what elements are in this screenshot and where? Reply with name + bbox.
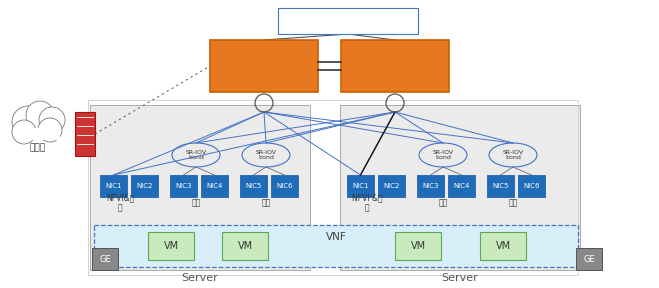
FancyBboxPatch shape [487,175,514,197]
Text: NIC2: NIC2 [384,183,400,189]
Circle shape [12,120,36,144]
Text: Server: Server [182,273,218,283]
Text: NIC5: NIC5 [492,183,509,189]
Text: VM: VM [237,241,252,251]
FancyBboxPatch shape [378,175,405,197]
FancyBboxPatch shape [395,232,441,260]
Text: SR-IOV
bond: SR-IOV bond [432,149,453,160]
Circle shape [26,101,54,129]
Circle shape [39,107,65,133]
Text: NIC4: NIC4 [453,183,470,189]
Text: MEC路由器2: MEC路由器2 [364,60,426,73]
Text: DC-GW/Spine/Leaf合一: DC-GW/Spine/Leaf合一 [301,16,395,26]
Text: NFVI &存
储: NFVI &存 储 [352,193,382,213]
FancyBboxPatch shape [92,248,118,270]
Text: VM: VM [496,241,511,251]
FancyBboxPatch shape [100,175,127,197]
FancyBboxPatch shape [170,175,197,197]
Text: VM: VM [163,241,179,251]
Text: NIC6: NIC6 [523,183,540,189]
FancyBboxPatch shape [131,175,158,197]
Text: VM: VM [411,241,426,251]
FancyBboxPatch shape [576,248,602,270]
FancyBboxPatch shape [271,175,298,197]
Circle shape [12,106,44,138]
FancyBboxPatch shape [240,175,267,197]
FancyBboxPatch shape [201,175,228,197]
Text: 业务: 业务 [191,198,200,207]
Text: MEC路由器1: MEC路由器1 [233,60,295,73]
Text: GE: GE [99,255,111,264]
FancyBboxPatch shape [278,8,418,34]
Text: NIC3: NIC3 [422,183,439,189]
FancyBboxPatch shape [16,128,60,140]
Text: NIC6: NIC6 [276,183,293,189]
Circle shape [38,118,62,142]
Text: 业务: 业务 [262,198,271,207]
Text: NIC1: NIC1 [105,183,122,189]
FancyBboxPatch shape [347,175,374,197]
FancyBboxPatch shape [222,232,268,260]
FancyBboxPatch shape [448,175,475,197]
Text: NFVI&存
储: NFVI&存 储 [106,193,134,213]
Text: NIC2: NIC2 [136,183,153,189]
FancyBboxPatch shape [518,175,545,197]
Text: 业务: 业务 [508,198,517,207]
FancyBboxPatch shape [480,232,526,260]
Text: NIC1: NIC1 [353,183,369,189]
Text: NIC3: NIC3 [175,183,192,189]
Text: SR-IOV
bond: SR-IOV bond [256,149,277,160]
Text: 企业网: 企业网 [30,143,46,153]
FancyBboxPatch shape [90,105,310,270]
Text: NIC4: NIC4 [206,183,223,189]
Text: Server: Server [442,273,478,283]
Text: GE: GE [583,255,595,264]
FancyBboxPatch shape [341,40,449,92]
Text: VNF: VNF [326,232,347,242]
FancyBboxPatch shape [210,40,318,92]
FancyBboxPatch shape [75,112,95,156]
Text: SR-IOV
bond: SR-IOV bond [502,149,523,160]
Text: NIC5: NIC5 [245,183,262,189]
Text: 业务: 业务 [438,198,447,207]
FancyBboxPatch shape [340,105,580,270]
FancyBboxPatch shape [94,225,578,267]
Text: SR-IOV
bond: SR-IOV bond [185,149,206,160]
FancyBboxPatch shape [417,175,444,197]
FancyBboxPatch shape [148,232,194,260]
